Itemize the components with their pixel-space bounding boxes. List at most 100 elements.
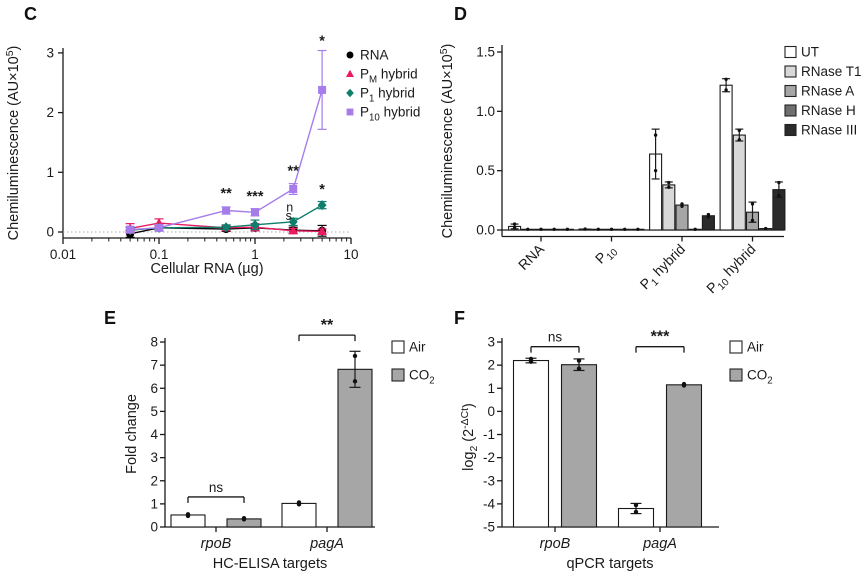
svg-text:n: n [286,201,293,215]
panel-d-letter: D [454,4,467,24]
panel-f: F -5 -4 -3 -2 -1 0 1 2 3 rpoB pagA qPCR targets log2… [434,300,868,577]
svg-text:RNA: RNA [360,48,389,63]
annotations: ** ******ns* [220,34,325,223]
axes: 0 1 2 3 0.01 0.1 1 10 [46,45,358,262]
svg-text:-2: -2 [483,450,495,465]
svg-text:Air: Air [747,340,764,355]
category-labels: rpoB pagA [540,536,677,552]
panel-e-letter: E [104,308,117,328]
svg-text:pagA: pagA [642,536,677,552]
svg-text:1.5: 1.5 [476,44,495,59]
svg-text:Chemiluminescence (AU×105): Chemiluminescence (AU×105) [439,44,456,239]
svg-text:HC-ELISA targets: HC-ELISA targets [213,556,327,572]
svg-text:-4: -4 [483,496,495,511]
svg-text:2: 2 [487,358,495,373]
svg-text:1: 1 [150,496,158,511]
x-axis-label: Cellular RNA (µg) [150,261,263,277]
svg-text:RNase T1: RNase T1 [801,64,862,79]
x-axis-label: HC-ELISA targets [213,556,327,572]
panel-f-letter: F [454,308,465,328]
svg-text:***: *** [651,329,670,346]
category-labels: rpoB pagA [201,536,344,552]
svg-text:-1: -1 [483,427,495,442]
bars [170,350,373,528]
x-axis-label: qPCR targets [566,556,653,572]
panel-c-plot: 0 1 2 3 0.01 0.1 1 10 Cellular RNA (µg) Chemilumi… [5,34,420,277]
svg-text:1: 1 [251,247,259,262]
svg-text:0.1: 0.1 [150,247,169,262]
bar-pagA-CO2 [665,384,703,528]
svg-text:4: 4 [150,427,158,442]
svg-text:PM hybrid: PM hybrid [360,67,418,86]
svg-text:UT: UT [801,45,819,60]
svg-text:ns: ns [209,480,224,495]
y-axis-label: Chemiluminescence (AU×105) [5,46,22,241]
bar-rpoB-CO2 [560,364,598,528]
svg-text:0.5: 0.5 [476,163,495,178]
svg-text:3: 3 [150,450,158,465]
svg-text:5: 5 [150,404,158,419]
svg-text:RNase III: RNase III [801,123,857,138]
svg-text:P10: P10 [592,241,621,270]
svg-text:rpoB: rpoB [540,536,571,552]
svg-text:1: 1 [487,381,495,396]
svg-text:CO2: CO2 [409,368,434,387]
svg-text:log2 (2-ΔCt): log2 (2-ΔCt) [460,403,480,471]
legend: Air CO2 [391,340,434,387]
svg-text:RNase H: RNase H [801,103,856,118]
bar-P1 hybrid-RNase A [675,204,689,231]
svg-text:0: 0 [487,404,495,419]
legend: UT RNase T1 RNase A RNase H RNase III [784,45,862,138]
bar-P10 hybrid-RNase T1 [732,134,746,231]
bar-pagA-CO2 [337,368,373,528]
y-axis-label: Chemiluminescence (AU×105) [439,44,456,239]
svg-text:qPCR targets: qPCR targets [566,556,653,572]
y-axis-label: Fold change [124,394,140,474]
svg-text:0: 0 [46,225,54,240]
svg-text:0: 0 [150,520,158,535]
svg-text:s: s [286,209,292,223]
svg-text:Air: Air [409,340,426,355]
svg-text:RNA: RNA [515,240,548,273]
significance-brackets: ns ** [187,317,356,503]
svg-text:P1 hybrid: P1 hybrid [637,241,691,295]
svg-text:rpoB: rpoB [201,536,232,552]
panel-e: E 0 1 2 3 4 5 6 7 8 rpoB pagA HC-ELISA targets Fold … [0,300,434,577]
svg-text:2: 2 [150,473,158,488]
svg-text:**: ** [220,186,232,202]
bar-rpoB-Air [512,359,550,528]
svg-text:8: 8 [150,335,158,350]
panel-d: D 0.0 0.5 1.0 1.5 RNA P10 P1 hybrid P10 hybrid C… [434,0,868,300]
svg-text:Cellular RNA (µg): Cellular RNA (µg) [150,261,263,277]
svg-text:1.0: 1.0 [476,104,495,119]
svg-text:7: 7 [150,358,158,373]
svg-text:P10 hybrid: P10 hybrid [703,241,761,299]
significance-brackets: ns *** [530,329,685,353]
svg-text:0.0: 0.0 [476,223,495,238]
bars [508,77,786,231]
svg-text:3: 3 [46,45,54,60]
svg-text:0.01: 0.01 [50,247,76,262]
svg-text:***: *** [247,189,264,205]
svg-text:*: * [319,34,325,50]
svg-text:1: 1 [46,165,54,180]
svg-text:-3: -3 [483,473,495,488]
panel-e-plot: 0 1 2 3 4 5 6 7 8 rpoB pagA HC-ELISA targets Fold ch… [124,317,434,572]
bar-pagA-Air [281,502,317,528]
svg-text:6: 6 [150,381,158,396]
svg-text:P10 hybrid: P10 hybrid [360,105,420,124]
bar-P10 hybrid-UT [719,84,733,231]
svg-text:*: * [319,182,325,198]
bars [512,356,703,528]
y-axis-label: log2 (2-ΔCt) [460,403,480,471]
legend: Air CO2 [729,340,773,387]
svg-text:**: ** [288,163,300,179]
svg-text:CO2: CO2 [747,368,773,387]
svg-text:RNase A: RNase A [801,84,854,99]
series-P10 hybrid [125,49,327,234]
svg-text:Fold change: Fold change [124,394,140,474]
